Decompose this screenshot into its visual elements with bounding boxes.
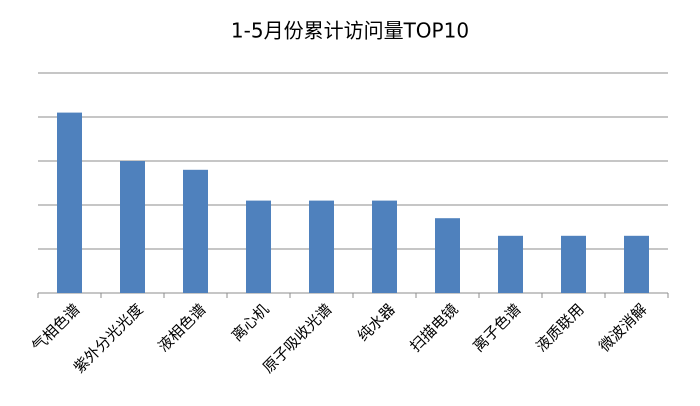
bar [57,112,82,293]
chart-title: 1-5月份累计访问量TOP10 [231,19,469,43]
bar [246,200,271,293]
bar [372,200,397,293]
x-tick-label: 扫描电镜 [406,300,461,355]
x-tick-label: 微波消解 [595,300,650,355]
bar [120,161,145,293]
x-tick-label: 离子色谱 [469,300,524,355]
bar [498,235,523,293]
x-tick-label: 气相色谱 [28,300,83,355]
bar [183,169,208,293]
x-tick-label: 纯水器 [354,300,399,345]
x-tick-label: 液相色谱 [154,300,209,355]
bar [624,235,649,293]
x-tick-label: 液质联用 [532,300,587,355]
bar [309,200,334,293]
x-tick-label: 离心机 [228,300,273,345]
bar [435,218,460,293]
bar [561,235,586,293]
